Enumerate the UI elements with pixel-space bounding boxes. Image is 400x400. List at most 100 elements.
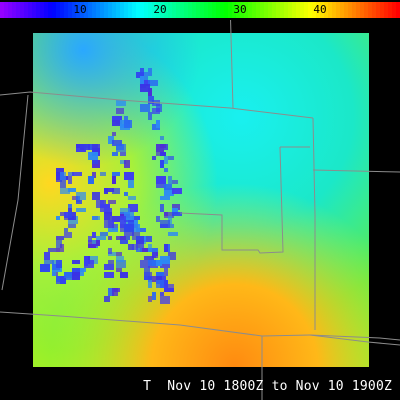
colorbar-swatch [200,2,205,18]
colorbar-swatch [260,2,265,18]
colorbar-swatch [32,2,37,18]
cold-cell [168,252,176,260]
cold-cell [68,208,72,212]
colorbar-swatch [84,2,89,18]
cold-cell [116,144,126,152]
colorbar-swatch [224,2,229,18]
cold-cell [112,216,120,222]
cold-cell [76,196,80,202]
cold-cell [108,248,112,254]
cold-cell [164,280,168,284]
cold-cell [64,272,72,278]
cold-cell [124,224,134,232]
cold-cell [68,188,76,192]
cold-cell [140,260,150,268]
colorbar-swatch [284,2,289,18]
cold-cell [140,84,150,92]
colorbar-swatch [340,2,345,18]
cold-cell [40,264,50,272]
colorbar-swatch [92,2,97,18]
colorbar-swatch [176,2,181,18]
cold-cell [160,136,164,140]
cold-cell [76,192,86,200]
cold-cell [68,204,72,208]
cold-cell [76,200,82,204]
cold-cell [152,108,160,114]
colorbar-swatch [128,2,133,18]
cold-cell [88,236,92,242]
cold-cell [132,224,140,232]
cold-cell [164,244,168,252]
cold-cell [92,172,96,178]
cold-cell [112,132,116,136]
time-range-label: Nov 10 1800Z to Nov 10 1900Z [167,379,392,394]
cold-cell [116,100,126,106]
colorbar-swatch [248,2,253,18]
colorbar-swatch [44,2,49,18]
cold-cell [92,144,100,152]
cold-cell [164,156,168,164]
cold-cell [60,212,66,216]
colorbar-swatch [376,2,381,18]
colorbar-swatch [204,2,209,18]
colorbar-swatch [308,2,313,18]
cold-cell [156,144,164,152]
cold-cell [152,156,156,160]
cold-cell [144,236,152,242]
colorbar-swatch [120,2,125,18]
cold-cell [56,216,60,220]
colorbar-swatch [108,2,113,18]
colorbar-swatch [144,2,149,18]
cold-cell [128,196,136,200]
cold-cell [156,124,160,128]
cold-cell [88,152,98,160]
cold-cell [112,188,120,194]
cold-cell [164,284,174,292]
variable-label: T [143,379,152,394]
cold-cell [108,136,114,144]
colorbar-swatch [168,2,173,18]
cold-cell [160,292,164,296]
cold-cell [52,272,56,276]
cold-cell [56,236,64,240]
colorbar-swatch [252,2,257,18]
cold-cell [108,260,114,264]
colorbar-swatch [228,2,233,18]
cold-cell [112,288,118,296]
cold-cell [116,252,122,256]
colorbar-swatch [156,2,161,18]
colorbar-swatch [300,2,305,18]
colorbar-swatch [28,2,33,18]
cold-cell [136,236,144,244]
cold-cell [160,204,164,212]
colorbar-swatch [196,2,201,18]
colorbar-swatch [104,2,109,18]
cold-cell [156,216,160,222]
colorbar-swatch [40,2,45,18]
cold-cell [140,248,148,252]
cold-cell [112,172,120,176]
cold-cell [60,180,66,188]
colorbar-swatch [240,2,245,18]
cold-cell [44,260,54,264]
cold-cell [124,232,134,236]
colorbar-swatch [164,2,169,18]
cold-cell [112,116,122,120]
cold-cell [168,156,174,160]
colorbar-swatch [76,2,81,18]
cold-cell [60,244,64,252]
cold-cell [68,224,76,228]
cold-cell [128,220,134,226]
cold-cell [124,160,130,168]
cold-cell [168,176,172,184]
cold-cell [84,260,94,268]
cold-cell [172,180,178,184]
cold-cell [152,292,156,300]
colorbar-swatch [292,2,297,18]
colorbar-swatch [272,2,277,18]
cold-cell [164,268,168,276]
colorbar-swatch [68,2,73,18]
cold-cell [72,196,78,200]
